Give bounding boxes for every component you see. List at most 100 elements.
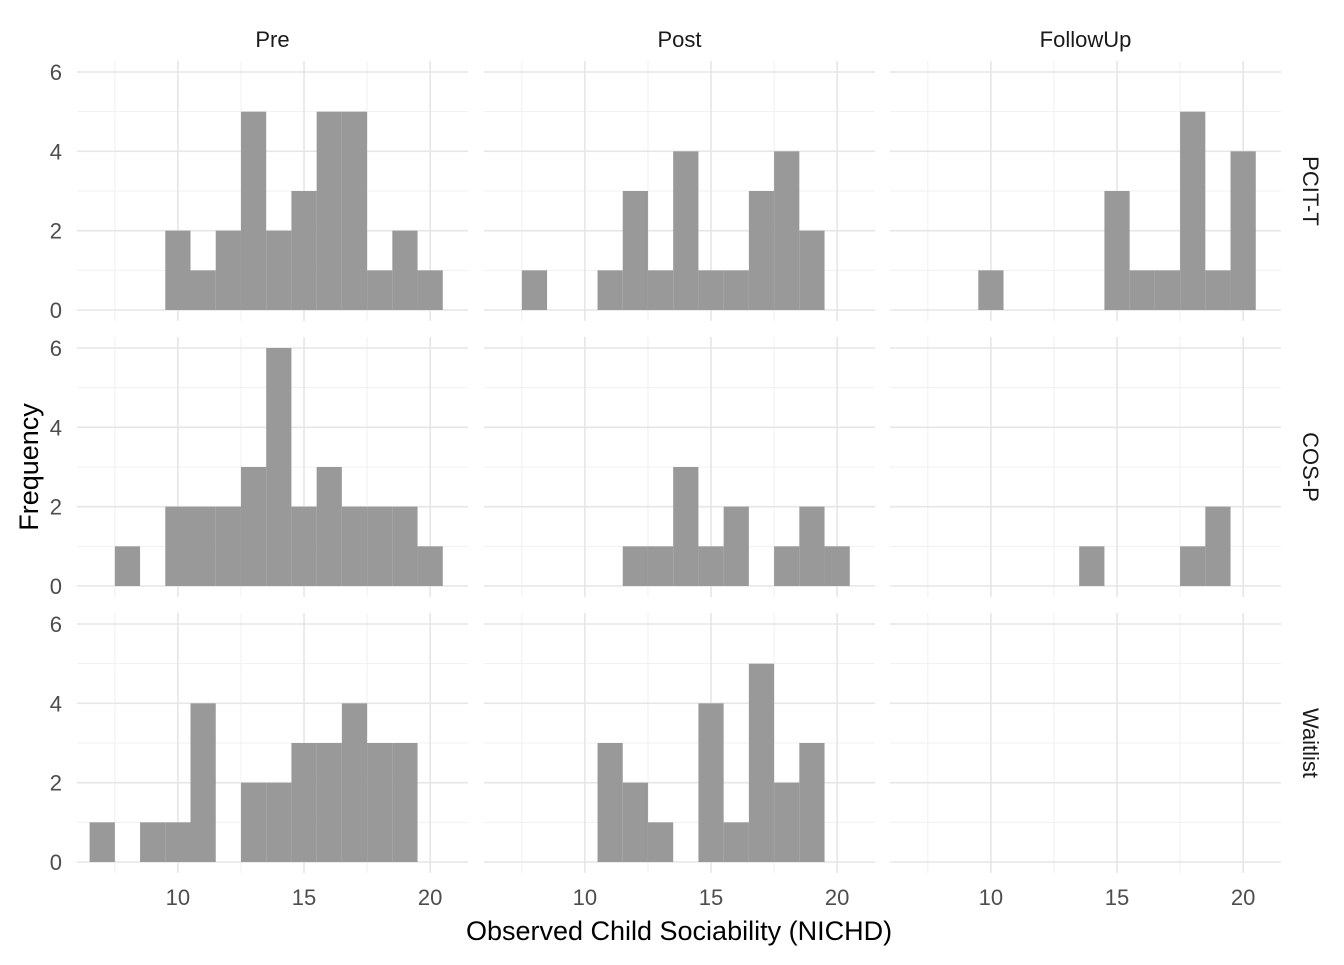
y-tick-label: 0 bbox=[50, 574, 62, 599]
histogram-bar bbox=[698, 270, 724, 310]
bar-layer bbox=[89, 111, 1256, 862]
histogram-bar bbox=[1180, 546, 1206, 586]
y-axis-title: Frequency bbox=[14, 403, 44, 531]
facet-label-row: Waitlist bbox=[1298, 708, 1323, 778]
histogram-bar bbox=[215, 506, 241, 586]
histogram-bar bbox=[240, 111, 267, 311]
x-tick-label: 10 bbox=[979, 885, 1003, 910]
x-tick-label: 20 bbox=[1231, 885, 1255, 910]
histogram-bar bbox=[266, 348, 292, 586]
histogram-bar bbox=[266, 230, 292, 310]
histogram-bar bbox=[774, 782, 800, 862]
histogram-bar bbox=[367, 506, 393, 586]
histogram-bar bbox=[367, 270, 393, 310]
histogram-bar bbox=[521, 270, 548, 310]
histogram-bar bbox=[698, 703, 724, 862]
x-tick-label: 20 bbox=[418, 885, 442, 910]
x-tick-label: 10 bbox=[166, 885, 190, 910]
histogram-bar bbox=[597, 743, 623, 862]
label-layer: Pre Post FollowUp PCIT-T COS-P Waitlist 0 2 4 6 0 2… bbox=[50, 27, 1323, 910]
y-tick-label: 4 bbox=[50, 139, 62, 164]
histogram-bar bbox=[723, 506, 749, 586]
histogram-bar bbox=[622, 546, 648, 586]
histogram-bar bbox=[748, 663, 775, 862]
x-tick-label: 15 bbox=[699, 885, 723, 910]
histogram-bar bbox=[647, 546, 674, 586]
histogram-bar bbox=[417, 546, 443, 586]
histogram-bar bbox=[316, 467, 342, 586]
histogram-bar bbox=[978, 270, 1004, 310]
y-tick-label: 6 bbox=[50, 60, 62, 85]
histogram-bar bbox=[165, 230, 191, 310]
histogram-bar bbox=[774, 151, 800, 310]
histogram-bar bbox=[190, 506, 216, 586]
y-tick-label: 4 bbox=[50, 691, 62, 716]
histogram-bar bbox=[723, 270, 749, 310]
histogram-bar bbox=[597, 270, 623, 310]
histogram-bar bbox=[1180, 111, 1206, 311]
histogram-bar bbox=[1129, 270, 1155, 310]
histogram-bar bbox=[291, 191, 317, 310]
histogram-bar bbox=[622, 191, 648, 310]
histogram-bar bbox=[799, 506, 825, 586]
histogram-bar bbox=[165, 822, 191, 862]
histogram-bar bbox=[673, 151, 699, 310]
y-tick-label: 2 bbox=[50, 495, 62, 520]
histogram-bar bbox=[799, 230, 825, 310]
histogram-bar bbox=[266, 782, 292, 862]
facet-label-col: FollowUp bbox=[1040, 27, 1132, 52]
y-tick-label: 6 bbox=[50, 612, 62, 637]
histogram-bar bbox=[1154, 270, 1181, 310]
histogram-bar bbox=[1104, 191, 1130, 310]
facet-label-row: COS-P bbox=[1298, 432, 1323, 502]
facet-label-col: Post bbox=[657, 27, 701, 52]
y-tick-label: 0 bbox=[50, 298, 62, 323]
histogram-bar bbox=[341, 506, 368, 586]
histogram-bar bbox=[1079, 546, 1105, 586]
histogram-bar bbox=[190, 270, 216, 310]
histogram-bar bbox=[1230, 151, 1256, 310]
x-tick-label: 15 bbox=[1105, 885, 1129, 910]
histogram-bar bbox=[341, 111, 368, 311]
histogram-bar bbox=[215, 230, 241, 310]
histogram-bar bbox=[647, 270, 674, 310]
histogram-bar bbox=[392, 230, 418, 310]
histogram-bar bbox=[622, 782, 648, 862]
histogram-bar bbox=[341, 703, 368, 862]
histogram-bar bbox=[89, 822, 115, 862]
y-tick-label: 2 bbox=[50, 219, 62, 244]
y-tick-label: 0 bbox=[50, 850, 62, 875]
y-tick-label: 2 bbox=[50, 771, 62, 796]
histogram-bar bbox=[647, 822, 674, 862]
histogram-bar bbox=[417, 270, 443, 310]
histogram-bar bbox=[316, 743, 342, 862]
x-tick-label: 15 bbox=[292, 885, 316, 910]
histogram-bar bbox=[240, 467, 267, 586]
histogram-bar bbox=[799, 743, 825, 862]
histogram-bar bbox=[748, 191, 775, 310]
histogram-bar bbox=[140, 822, 166, 862]
histogram-bar bbox=[1205, 506, 1231, 586]
facet-label-col: Pre bbox=[255, 27, 289, 52]
histogram-bar bbox=[114, 546, 141, 586]
histogram-bar bbox=[316, 111, 342, 311]
histogram-bar bbox=[698, 546, 724, 586]
histogram-bar bbox=[392, 743, 418, 862]
histogram-bar bbox=[723, 822, 749, 862]
x-tick-label: 10 bbox=[573, 885, 597, 910]
histogram-bar bbox=[824, 546, 850, 586]
histogram-bar bbox=[291, 743, 317, 862]
y-tick-label: 4 bbox=[50, 415, 62, 440]
facet-label-row: PCIT-T bbox=[1298, 156, 1323, 226]
histogram-bar bbox=[392, 506, 418, 586]
histogram-bar bbox=[291, 506, 317, 586]
histogram-bar bbox=[774, 546, 800, 586]
histogram-bar bbox=[673, 467, 699, 586]
histogram-bar bbox=[165, 506, 191, 586]
histogram-bar bbox=[240, 782, 267, 862]
x-axis-title: Observed Child Sociability (NICHD) bbox=[466, 916, 892, 946]
y-tick-label: 6 bbox=[50, 336, 62, 361]
x-tick-label: 20 bbox=[825, 885, 849, 910]
